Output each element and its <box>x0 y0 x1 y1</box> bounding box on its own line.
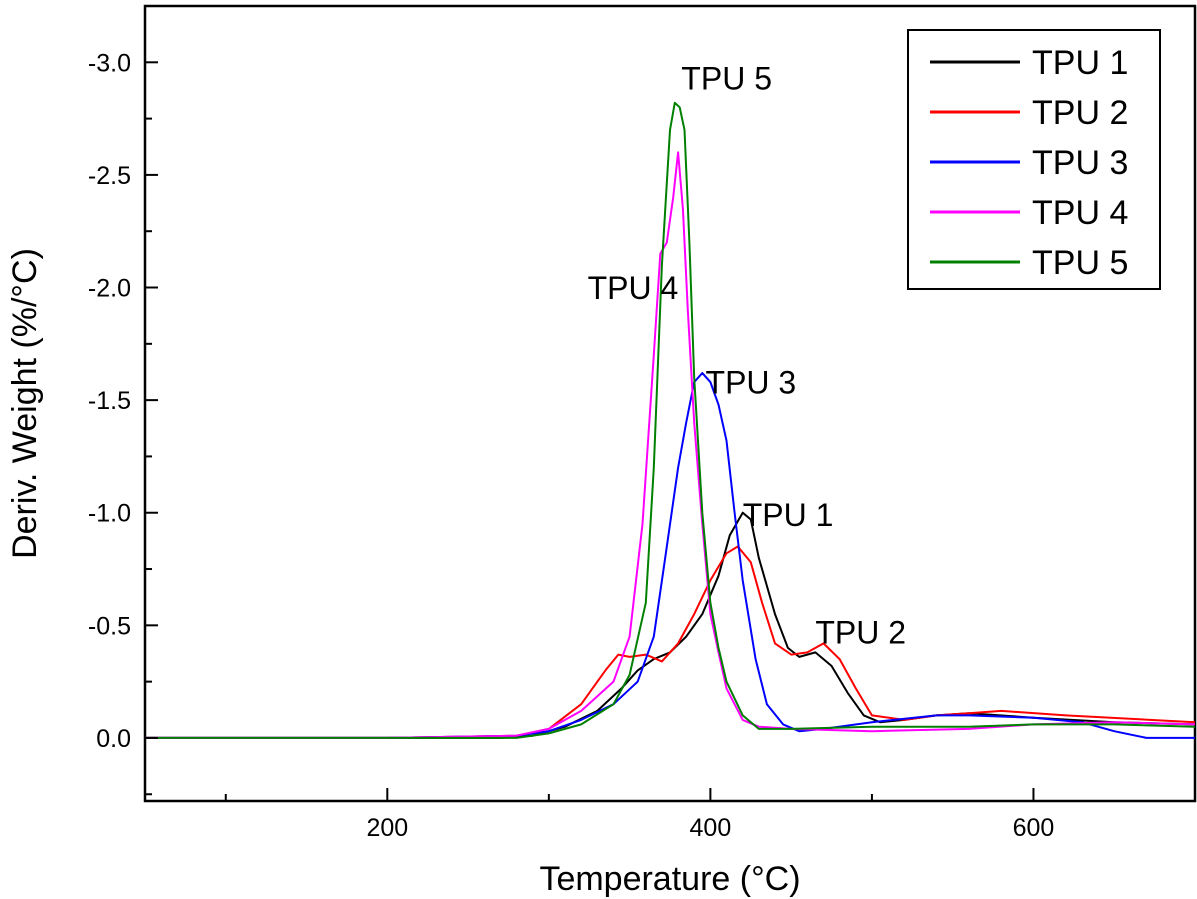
y-tick-label: -2.5 <box>88 162 131 190</box>
series-line-tpu-5 <box>145 101 1196 739</box>
series-line-tpu-3 <box>145 372 1195 739</box>
x-tick-label: 200 <box>366 814 408 842</box>
legend-label: TPU 4 <box>1032 194 1128 232</box>
legend-label: TPU 5 <box>1032 244 1128 282</box>
y-tick-label: 0.0 <box>96 725 131 753</box>
axis-ticks: 200 400 600 -3.0 -2.5 -2.0 -1.5 -1.0 -0.5 0.0 <box>88 5 1055 842</box>
x-tick-label: 600 <box>1013 814 1055 842</box>
y-axis-title: Deriv. Weight (%/°C) <box>6 248 44 559</box>
series-group <box>145 101 1196 739</box>
series-line-tpu-2 <box>145 545 1196 739</box>
y-tick-label: -0.5 <box>88 612 131 640</box>
y-tick-label: -1.0 <box>88 500 131 528</box>
annotation-label: TPU 5 <box>681 60 772 96</box>
y-tick-label: -1.5 <box>88 387 131 415</box>
legend-label: TPU 2 <box>1032 94 1128 132</box>
annotation-label: TPU 1 <box>743 497 834 533</box>
annotations: TPU 5 TPU 4 TPU 3 TPU 1 TPU 2 <box>588 60 906 650</box>
x-tick-label: 400 <box>690 814 732 842</box>
series-line-tpu-1 <box>145 511 1196 739</box>
legend-label: TPU 3 <box>1032 144 1128 182</box>
annotation-label: TPU 3 <box>706 364 797 400</box>
series-line-tpu-4 <box>145 151 1196 739</box>
legend-label: TPU 1 <box>1032 44 1128 82</box>
plot-frame <box>143 4 1197 803</box>
y-tick-label: -2.0 <box>88 275 131 303</box>
annotation-label: TPU 4 <box>588 270 679 306</box>
legend-box <box>907 29 1161 290</box>
x-axis-title: Temperature (°C) <box>539 860 800 898</box>
legend: TPU 1 TPU 2 TPU 3 TPU 4 TPU 5 <box>907 29 1161 290</box>
y-tick-label: -3.0 <box>88 49 131 77</box>
plot-area: 200 400 600 -3.0 -2.5 -2.0 -1.5 -1.0 -0.5 0.0 TPU… <box>88 4 1197 842</box>
annotation-label: TPU 2 <box>815 614 906 650</box>
